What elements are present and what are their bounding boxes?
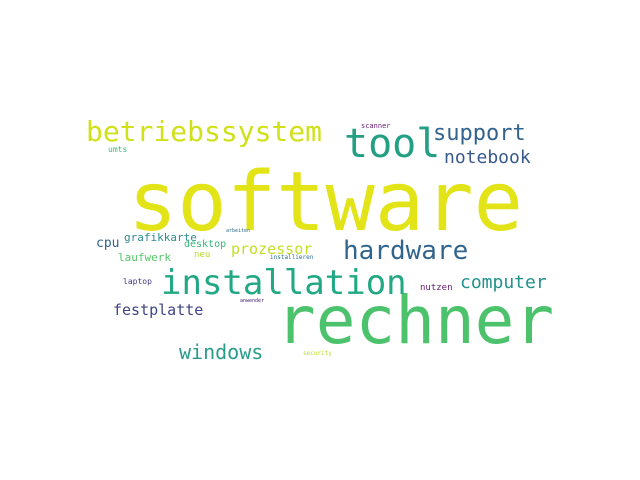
word-security: security (303, 350, 332, 357)
word-anwender: anwender (240, 298, 265, 304)
word-scanner: scanner (361, 122, 391, 130)
word-installation: installation (161, 263, 407, 303)
word-desktop: desktop (184, 239, 227, 250)
word-grafikkarte: grafikkarte (124, 231, 197, 244)
word-laufwerk: laufwerk (118, 251, 171, 264)
word-support: support (433, 121, 526, 146)
word-arbeiten: arbeiten (226, 228, 251, 234)
word-laptop: laptop (123, 277, 152, 286)
word-nutzen: nutzen (420, 283, 453, 293)
word-prozessor: prozessor (231, 240, 313, 258)
word-installieren: installieren (270, 254, 314, 261)
word-software: software (128, 155, 523, 250)
word-hardware: hardware (343, 236, 469, 266)
word-computer: computer (460, 272, 547, 293)
word-rechner: rechner (276, 282, 555, 359)
word-cpu: cpu (96, 236, 120, 251)
word-festplatte: festplatte (113, 301, 204, 319)
word-notebook: notebook (444, 147, 531, 168)
word-betriebssystem: betriebssystem (86, 115, 323, 148)
word-neu: neu (194, 250, 211, 260)
word-umts: umts (108, 145, 128, 154)
word-windows: windows (179, 340, 264, 364)
word-tool: tool (344, 121, 441, 167)
